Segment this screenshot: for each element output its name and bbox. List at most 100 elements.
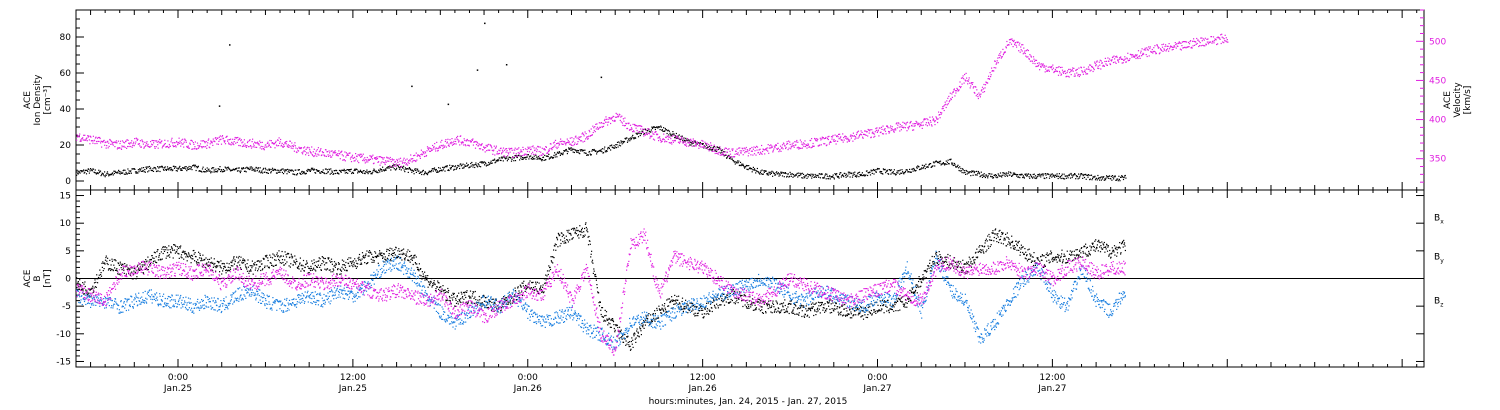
b-series-0-point	[375, 255, 377, 258]
density-series-point	[947, 159, 949, 161]
density-series-point	[769, 172, 771, 174]
velocity-series-point	[915, 123, 917, 125]
b-series-0-point	[382, 256, 384, 258]
density-series-point	[855, 176, 858, 178]
b-series-0-point	[429, 284, 431, 286]
density-series-point	[803, 176, 805, 178]
density-series-point	[534, 158, 536, 160]
velocity-series-point	[1221, 36, 1223, 38]
density-series	[76, 125, 1127, 182]
velocity-series-point	[1152, 52, 1154, 54]
b-series-0-point	[103, 262, 105, 264]
velocity-series-point	[657, 133, 659, 135]
density-series-point	[807, 176, 809, 178]
velocity-series-point	[164, 143, 166, 145]
velocity-series-point	[128, 142, 130, 144]
density-series-point	[952, 162, 954, 164]
density-series-point	[605, 150, 608, 152]
b-series-0-point	[358, 253, 361, 256]
b-series-0-point	[219, 271, 221, 273]
velocity-series-point	[855, 137, 857, 139]
density-series-point	[95, 173, 97, 175]
velocity-series-point	[118, 147, 120, 149]
density-series-point	[607, 146, 609, 149]
density-series-point	[1038, 175, 1040, 177]
velocity-series-point	[566, 142, 568, 144]
density-series-point	[1051, 173, 1053, 175]
b-series-0-point	[309, 269, 312, 272]
density-series-point	[281, 171, 283, 173]
density-series-point	[542, 156, 545, 158]
b-series-0-point	[317, 264, 319, 266]
velocity-series-point	[817, 138, 819, 140]
density-series-point	[908, 171, 910, 173]
velocity-series-point	[1019, 42, 1021, 44]
density-series-point	[1094, 175, 1096, 177]
velocity-series-point	[1059, 72, 1061, 74]
density-series-point	[1003, 174, 1005, 176]
velocity-series-point	[234, 138, 236, 140]
velocity-series-point	[560, 140, 562, 143]
density-series-point	[78, 170, 80, 172]
b-series-0-point	[224, 266, 226, 268]
density-series-point	[921, 167, 923, 169]
velocity-series-point	[594, 131, 596, 133]
b-series-0-point	[191, 258, 193, 260]
velocity-series-point	[387, 157, 389, 159]
velocity-series-point	[604, 121, 607, 123]
density-series-point	[353, 169, 355, 172]
velocity-series-point	[275, 140, 277, 142]
velocity-series-point	[1047, 66, 1049, 68]
velocity-series-point	[905, 122, 908, 124]
velocity-series-point	[998, 54, 1000, 56]
density-series-point	[616, 141, 619, 143]
velocity-series-point	[1121, 58, 1123, 60]
density-series-point	[751, 171, 753, 173]
velocity-series-point	[774, 145, 776, 147]
velocity-series-point	[1173, 45, 1175, 47]
density-series-point	[651, 126, 653, 128]
velocity-series-point	[773, 148, 775, 150]
b-series-0-point	[419, 268, 421, 270]
velocity-series-point	[153, 140, 155, 142]
velocity-series-point	[419, 157, 421, 159]
velocity-series-point	[1199, 45, 1201, 47]
velocity-series-point	[233, 144, 235, 146]
velocity-series-point	[269, 139, 271, 142]
velocity-series-point	[385, 160, 387, 162]
b-series-0-point	[290, 263, 292, 265]
b-series-0-point	[221, 273, 223, 275]
velocity-series-point	[620, 121, 622, 123]
density-series-point	[395, 168, 397, 171]
velocity-series-point	[341, 154, 343, 156]
b-series-0-point	[375, 256, 378, 259]
b-series-0-point	[104, 262, 106, 264]
velocity-series-point	[288, 146, 290, 148]
density-series-point	[779, 173, 781, 175]
velocity-series-point	[440, 144, 442, 147]
velocity-series-point	[1041, 63, 1043, 65]
velocity-series-point	[961, 83, 963, 85]
b-series-0-point	[95, 286, 97, 288]
velocity-series-point	[237, 139, 239, 141]
density-series-point	[136, 171, 138, 173]
velocity-series-point	[731, 148, 733, 150]
density-series-point	[899, 173, 901, 175]
velocity-series-point	[650, 136, 652, 138]
density-series-point	[287, 171, 289, 173]
velocity-series-point	[1062, 71, 1064, 73]
velocity-series-point	[1142, 54, 1144, 56]
top-y2tick-label: 450	[1429, 76, 1446, 86]
density-series-point	[1022, 175, 1024, 177]
velocity-series-point	[1125, 61, 1127, 63]
density-series-point	[248, 167, 250, 169]
velocity-series-point	[260, 141, 262, 144]
velocity-series-point	[481, 144, 483, 146]
velocity-series-point	[454, 143, 456, 145]
density-series-point	[752, 166, 754, 168]
velocity-series-point	[194, 146, 196, 148]
velocity-series-point	[852, 140, 854, 142]
density-series-point	[389, 166, 391, 168]
b-series-0-point	[206, 264, 208, 266]
velocity-series-point	[661, 140, 663, 142]
